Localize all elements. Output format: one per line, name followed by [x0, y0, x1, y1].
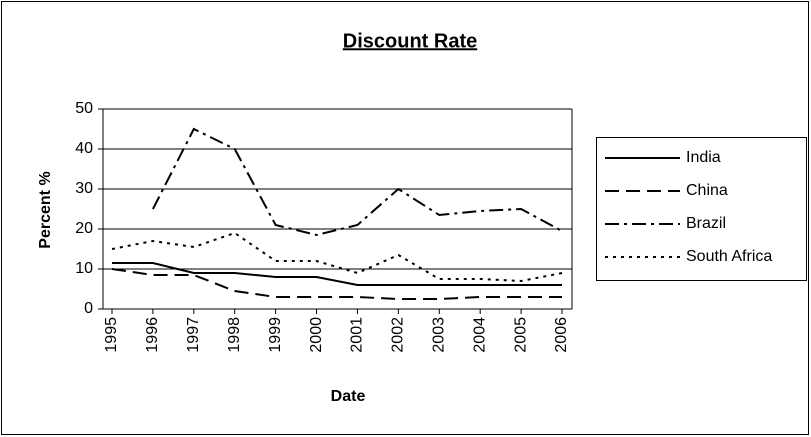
x-axis-label: Date	[331, 388, 366, 405]
legend-label: Brazil	[686, 215, 726, 232]
x-tick-label: 1999	[267, 317, 284, 353]
series-line	[152, 127, 563, 237]
legend-label: South Africa	[686, 248, 772, 265]
y-tick-label: 50	[75, 100, 93, 117]
x-tick-label: 2001	[349, 317, 366, 353]
x-tick-label: 2000	[308, 317, 325, 353]
y-tick-label: 20	[75, 220, 93, 237]
chart-title: Discount Rate	[343, 30, 477, 52]
y-tick-label: 0	[84, 300, 93, 317]
x-tick-label: 1998	[226, 317, 243, 353]
x-tick-label: 2003	[430, 317, 447, 353]
x-tick-label: 2004	[471, 317, 488, 353]
legend-label: China	[686, 182, 728, 199]
series-line	[111, 268, 562, 300]
x-tick-label: 1996	[144, 317, 161, 353]
y-tick-label: 10	[75, 260, 93, 277]
x-tick-label: 1997	[185, 317, 202, 353]
legend-label: India	[686, 149, 721, 166]
x-tick-label: 2006	[553, 317, 570, 353]
y-tick-label: 30	[75, 180, 93, 197]
x-tick-label: 2005	[512, 317, 529, 353]
y-axis-label: Percent %	[37, 171, 54, 248]
y-tick-label: 40	[75, 140, 93, 157]
series-line	[112, 262, 562, 286]
x-tick-label: 1995	[103, 317, 120, 353]
x-tick-label: 2002	[390, 317, 407, 353]
